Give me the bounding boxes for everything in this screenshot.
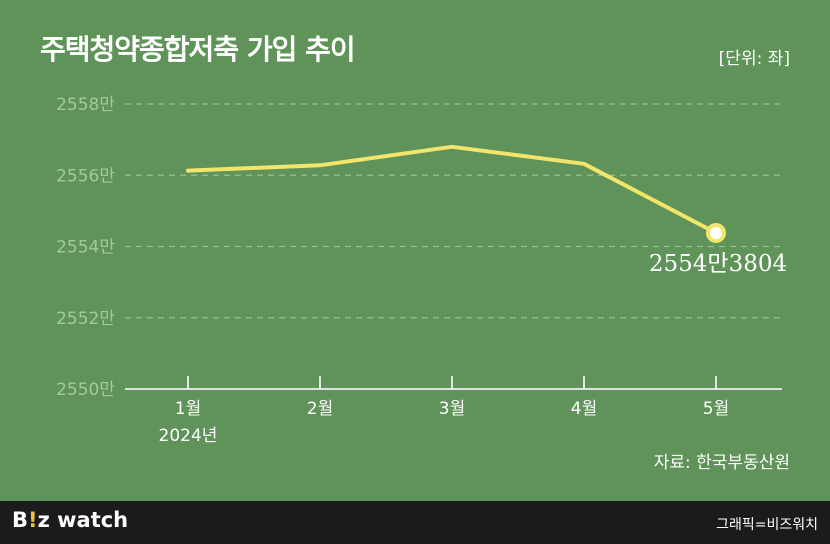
x-year-label: 2024년 — [159, 426, 218, 446]
x-tick-label: 5월 — [703, 399, 729, 419]
unit-label: [단위: 좌] — [718, 49, 790, 69]
bizwatch-logo: B!z watch — [12, 508, 128, 532]
logo-letter-b: B — [12, 508, 29, 532]
logo-exclamation: ! — [28, 508, 38, 532]
footer-bar: B!z watch 그래픽=비즈워치 — [0, 501, 830, 544]
chart-title: 주택청약종합저축 가입 추이 — [40, 33, 356, 66]
series-line — [186, 144, 718, 235]
last-point-label: 2554만3804 — [649, 251, 787, 277]
x-tick-label: 1월 — [175, 399, 201, 419]
source-label: 자료: 한국부동산원 — [653, 453, 790, 473]
last-point-marker — [706, 222, 726, 243]
x-tick-label: 3월 — [439, 399, 465, 419]
y-tick-label: 2552만 — [56, 309, 115, 329]
y-tick-label: 2554만 — [56, 238, 115, 258]
graphic-credit: 그래픽=비즈워치 — [716, 517, 818, 533]
y-tick-label: 2550만 — [56, 380, 115, 400]
line-chart: 2550만 2552만 2554만 2556만 2558만 1월 2024년 2월 3월 4월 5월… — [56, 95, 787, 446]
y-tick-label: 2556만 — [56, 166, 115, 186]
logo-text: z watch — [37, 508, 129, 532]
x-tick-label: 4월 — [571, 399, 597, 419]
x-tick-label: 2월 — [307, 399, 333, 419]
y-tick-label: 2558만 — [56, 95, 115, 115]
